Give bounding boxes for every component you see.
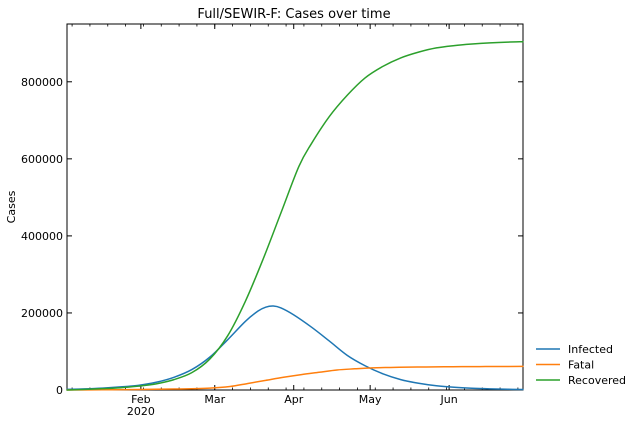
legend-label-recovered: Recovered <box>568 374 626 387</box>
y-tick-label: 600000 <box>21 153 63 166</box>
legend-label-fatal: Fatal <box>568 359 594 372</box>
legend-label-infected: Infected <box>568 343 613 356</box>
x-tick-label: Jun <box>440 393 458 406</box>
chart-title: Full/SEWIR-F: Cases over time <box>197 7 390 22</box>
series-line-infected <box>66 305 524 391</box>
plot-frame <box>66 23 524 391</box>
y-tick-label: 400000 <box>21 230 63 243</box>
x-tick-label: Feb <box>131 393 150 406</box>
x-tick-label: May <box>359 393 382 406</box>
y-axis-label: Cases <box>5 190 18 223</box>
x-tick-label: Apr <box>284 393 304 406</box>
y-tick-label: 0 <box>56 384 63 397</box>
x-tick-sublabel: 2020 <box>127 405 155 418</box>
y-axis: 0 200000 400000 600000 800000 <box>21 76 523 397</box>
legend: Infected Fatal Recovered <box>536 343 626 387</box>
x-tick-label: Mar <box>204 393 225 406</box>
series-layer <box>66 40 524 391</box>
plot-area <box>66 23 524 391</box>
series-line-recovered <box>66 40 524 391</box>
y-tick-label: 200000 <box>21 307 63 320</box>
y-tick-label: 800000 <box>21 76 63 89</box>
series-line-fatal <box>66 365 524 391</box>
